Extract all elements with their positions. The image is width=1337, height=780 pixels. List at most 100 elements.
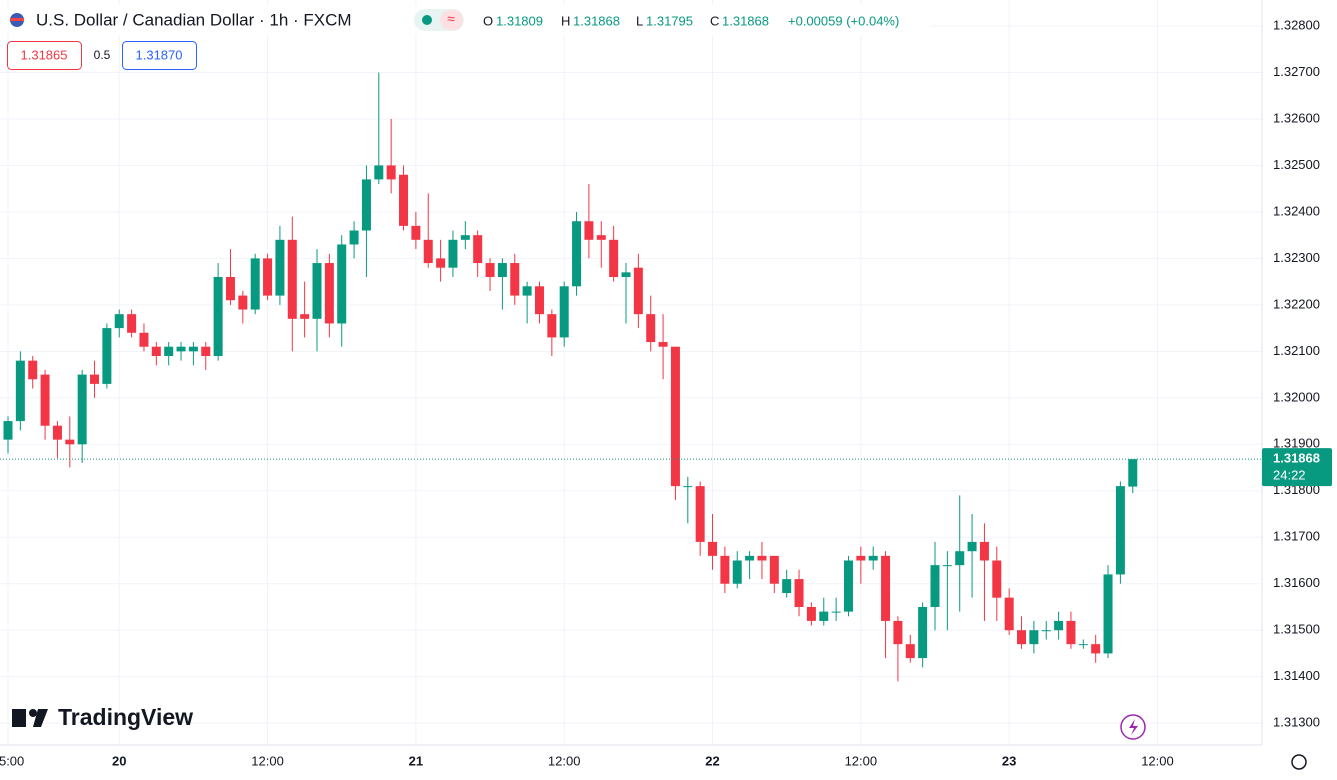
candle-body bbox=[188, 346, 198, 352]
candle-body bbox=[769, 555, 779, 584]
candles bbox=[0, 72, 1262, 682]
candle-body bbox=[683, 486, 693, 488]
candle-body bbox=[547, 314, 557, 338]
candle-body bbox=[1115, 486, 1125, 575]
candle-body bbox=[361, 179, 371, 231]
candle-body bbox=[1054, 620, 1064, 631]
candle-body bbox=[534, 286, 544, 315]
candle-body bbox=[967, 541, 977, 552]
candle-body bbox=[695, 486, 705, 542]
candle-body bbox=[1041, 630, 1051, 632]
logo-slash bbox=[33, 709, 48, 727]
candle-body bbox=[300, 314, 310, 319]
candle-body bbox=[250, 258, 260, 310]
candle-body bbox=[65, 439, 75, 445]
candle-body bbox=[1017, 630, 1027, 645]
candle-body bbox=[411, 225, 421, 240]
candle-body bbox=[349, 230, 359, 245]
legend-open: 1.31809 bbox=[496, 13, 543, 28]
y-tick-label: 1.32600 bbox=[1273, 110, 1320, 125]
last-price-label: 1.31868 bbox=[1273, 451, 1320, 466]
candle-body bbox=[312, 263, 322, 319]
candle-body bbox=[473, 235, 483, 264]
candle-body bbox=[732, 560, 742, 584]
candle-body bbox=[213, 276, 223, 357]
y-tick-label: 1.31400 bbox=[1273, 668, 1320, 683]
candle-body bbox=[399, 174, 409, 226]
candle-body bbox=[757, 555, 767, 561]
candle-body bbox=[522, 286, 532, 296]
settings-icon[interactable] bbox=[1291, 754, 1307, 770]
candle-body bbox=[324, 263, 334, 324]
header: U.S. Dollar / Canadian Dollar · 1h · FXC… bbox=[0, 5, 930, 70]
flag-stripe bbox=[10, 18, 24, 21]
candle-body bbox=[1091, 644, 1101, 654]
candle-body bbox=[893, 620, 903, 645]
y-tick-label: 1.31300 bbox=[1273, 715, 1320, 730]
bid-button[interactable] bbox=[7, 41, 82, 70]
candle-body bbox=[201, 346, 211, 357]
candle-body bbox=[633, 267, 643, 315]
market-open-dot bbox=[422, 15, 432, 25]
candle-body bbox=[263, 258, 273, 296]
x-tick-label: 12:00 bbox=[548, 753, 581, 768]
candle-body bbox=[510, 263, 520, 296]
candle-body bbox=[1103, 574, 1113, 654]
candle-body bbox=[843, 560, 853, 612]
candle-body bbox=[164, 346, 174, 357]
candle-body bbox=[559, 286, 569, 338]
y-tick-label: 1.32200 bbox=[1273, 296, 1320, 311]
y-tick-label: 1.32400 bbox=[1273, 203, 1320, 218]
header-bg bbox=[0, 5, 930, 35]
candle-body bbox=[658, 342, 668, 347]
bid-price[interactable]: 1.31865 bbox=[21, 47, 68, 62]
candle-body bbox=[448, 239, 458, 268]
candle-body bbox=[460, 235, 470, 240]
candle-body bbox=[782, 579, 792, 594]
last-price-tag bbox=[1262, 448, 1332, 487]
candle-body bbox=[596, 235, 606, 240]
candle-body bbox=[386, 165, 396, 180]
legend-h-key: H bbox=[561, 13, 570, 28]
legend-change: +0.00059 (+0.04%) bbox=[788, 13, 899, 28]
candle-body bbox=[151, 346, 161, 357]
candle-body bbox=[584, 221, 594, 240]
candle-body bbox=[1004, 597, 1014, 631]
candle-body bbox=[1066, 620, 1076, 645]
candle-body bbox=[646, 314, 656, 343]
candle-body bbox=[337, 244, 347, 324]
candle-body bbox=[905, 644, 915, 659]
spread: 0.5 bbox=[94, 48, 111, 62]
candle-body bbox=[930, 565, 940, 607]
x-tick-label: 23 bbox=[1002, 753, 1016, 768]
candle-body bbox=[794, 579, 804, 607]
chart-title: U.S. Dollar / Canadian Dollar · 1h · FXC… bbox=[36, 10, 352, 29]
candle-body bbox=[1078, 644, 1088, 646]
candle-body bbox=[609, 239, 619, 277]
candle-body bbox=[15, 360, 25, 422]
candle-body bbox=[831, 611, 841, 613]
candle-body bbox=[3, 421, 13, 440]
y-tick-label: 1.32500 bbox=[1273, 157, 1320, 172]
candle-body bbox=[436, 258, 446, 268]
legend-o-key: O bbox=[483, 13, 493, 28]
candle-body bbox=[955, 551, 965, 566]
ask-price[interactable]: 1.31870 bbox=[136, 47, 183, 62]
ask-button[interactable] bbox=[122, 41, 197, 70]
grid bbox=[0, 0, 1262, 745]
candle-body bbox=[856, 555, 866, 561]
candle-body bbox=[497, 263, 507, 277]
candle-body bbox=[374, 165, 384, 180]
y-tick-label: 1.31900 bbox=[1273, 436, 1320, 451]
logo-dot bbox=[29, 709, 37, 717]
candle-body bbox=[90, 374, 100, 384]
candle-body bbox=[114, 314, 124, 329]
y-tick-label: 1.32300 bbox=[1273, 250, 1320, 265]
candle-body bbox=[670, 346, 680, 487]
logo: TradingView bbox=[12, 704, 193, 730]
candle-body bbox=[485, 263, 495, 277]
y-tick-label: 1.32100 bbox=[1273, 343, 1320, 358]
x-tick-label: 21 bbox=[409, 753, 423, 768]
countdown: 24:22 bbox=[1273, 468, 1306, 483]
